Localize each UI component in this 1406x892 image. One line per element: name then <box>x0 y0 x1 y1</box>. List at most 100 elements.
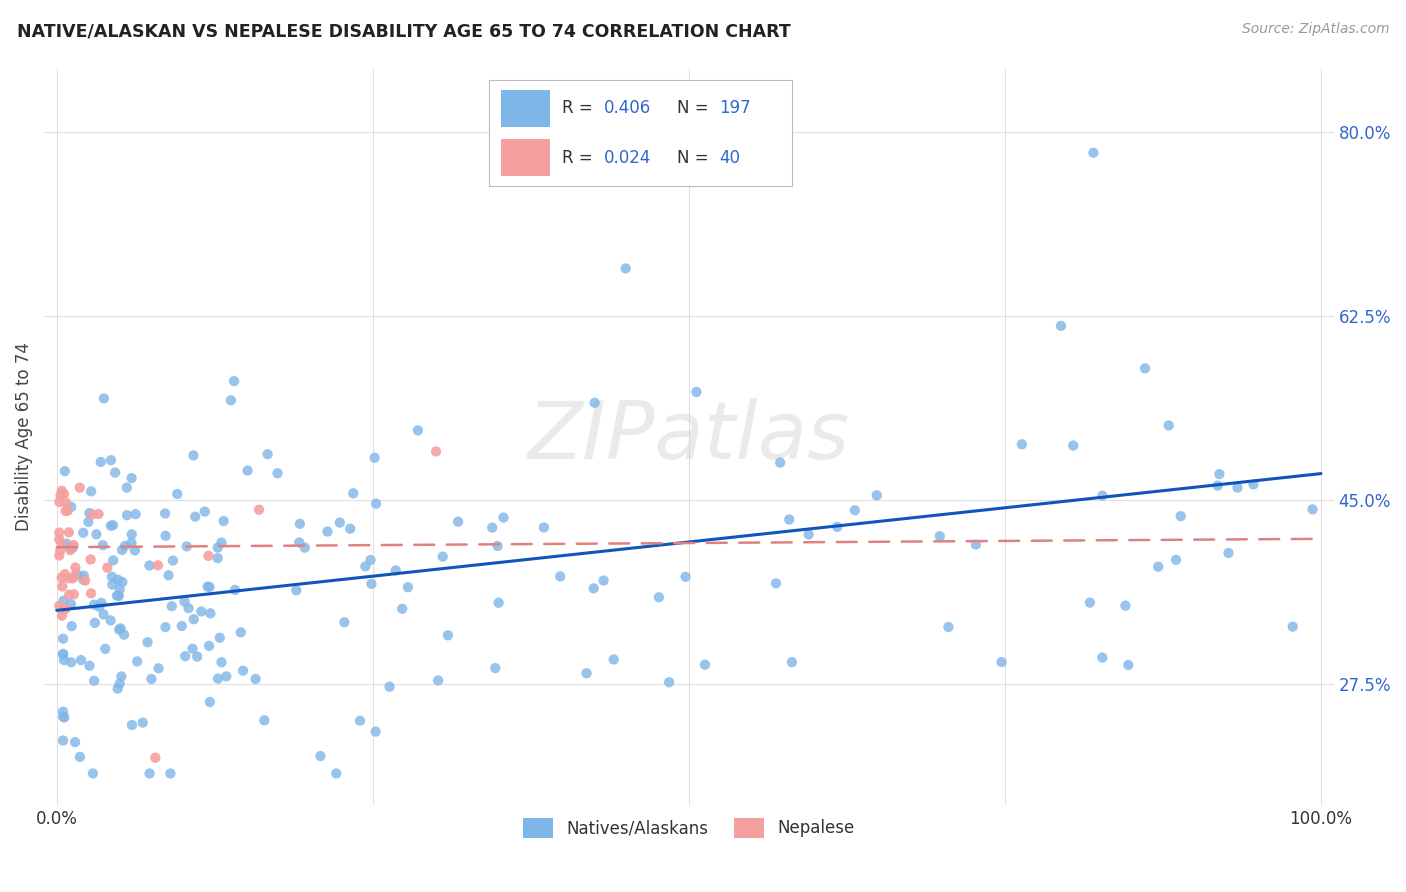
Point <box>194 505 217 519</box>
Point <box>63 587 86 601</box>
Point <box>141 672 163 686</box>
Text: Source: ZipAtlas.com: Source: ZipAtlas.com <box>1241 22 1389 37</box>
Point <box>55 537 77 551</box>
Point <box>162 553 184 567</box>
Point <box>176 540 198 554</box>
Point <box>87 507 110 521</box>
Point <box>658 675 681 690</box>
Text: NATIVE/ALASKAN VS NEPALESE DISABILITY AGE 65 TO 74 CORRELATION CHART: NATIVE/ALASKAN VS NEPALESE DISABILITY AG… <box>17 22 790 40</box>
Point <box>159 766 181 780</box>
Point <box>60 655 83 669</box>
Point <box>52 648 75 662</box>
Point <box>79 552 101 566</box>
Point <box>101 518 124 533</box>
Point <box>378 680 401 694</box>
Point <box>108 589 131 603</box>
Point <box>990 655 1012 669</box>
Point <box>224 582 246 597</box>
Point <box>62 571 84 585</box>
Point <box>844 503 866 517</box>
Point <box>425 444 447 458</box>
Point <box>101 577 124 591</box>
Point <box>219 393 242 408</box>
Point <box>55 504 77 518</box>
Point <box>1091 650 1114 665</box>
Point <box>51 483 73 498</box>
Point <box>1302 502 1324 516</box>
Point <box>780 655 803 669</box>
Point <box>1218 546 1240 560</box>
Point <box>100 613 122 627</box>
Point <box>197 549 219 563</box>
Point <box>198 639 221 653</box>
Point <box>209 535 232 549</box>
Point <box>1062 438 1084 452</box>
Point <box>339 522 361 536</box>
Point <box>69 750 91 764</box>
Point <box>173 594 195 608</box>
Point <box>364 724 387 739</box>
Point <box>121 718 143 732</box>
Point <box>82 508 104 522</box>
Point <box>384 563 406 577</box>
Point <box>825 520 848 534</box>
Point <box>124 543 146 558</box>
Point <box>101 570 124 584</box>
Point <box>575 666 598 681</box>
Text: ZIPatlas: ZIPatlas <box>527 398 851 475</box>
Point <box>184 509 207 524</box>
Point <box>62 541 84 555</box>
Point <box>96 560 118 574</box>
Point <box>212 514 235 528</box>
Point <box>1243 477 1265 491</box>
Point <box>121 471 143 485</box>
Point <box>108 623 131 637</box>
Point <box>138 766 160 780</box>
Point <box>325 766 347 780</box>
Point <box>63 569 86 583</box>
Point <box>89 599 111 614</box>
Point <box>247 502 270 516</box>
Point <box>52 705 75 719</box>
Point <box>360 553 382 567</box>
Point <box>486 539 509 553</box>
Point <box>48 495 70 509</box>
Point <box>75 574 97 588</box>
Point <box>396 580 419 594</box>
Point <box>207 672 229 686</box>
Point <box>111 574 134 589</box>
Point <box>232 664 254 678</box>
Point <box>1170 509 1192 524</box>
Point <box>60 619 83 633</box>
Point <box>342 486 364 500</box>
Point <box>48 549 70 563</box>
Point <box>245 672 267 686</box>
Point <box>200 607 222 621</box>
Point <box>174 649 197 664</box>
Point <box>316 524 339 539</box>
Point <box>1078 596 1101 610</box>
Point <box>285 583 308 598</box>
Point <box>49 543 72 558</box>
Point <box>437 628 460 642</box>
Point <box>186 649 208 664</box>
Point <box>52 632 75 646</box>
Y-axis label: Disability Age 65 to 74: Disability Age 65 to 74 <box>15 343 32 532</box>
Point <box>391 601 413 615</box>
Point <box>146 558 169 573</box>
Point <box>63 735 86 749</box>
Point <box>447 515 470 529</box>
Point <box>53 567 76 582</box>
Point <box>108 677 131 691</box>
Point <box>153 507 176 521</box>
Point <box>90 596 112 610</box>
Point <box>1157 418 1180 433</box>
Point <box>52 709 75 723</box>
Point <box>48 533 70 547</box>
Point <box>866 488 889 502</box>
Point <box>224 374 246 388</box>
Point <box>583 396 606 410</box>
Point <box>1133 361 1156 376</box>
Point <box>294 541 316 555</box>
Point <box>59 543 82 558</box>
